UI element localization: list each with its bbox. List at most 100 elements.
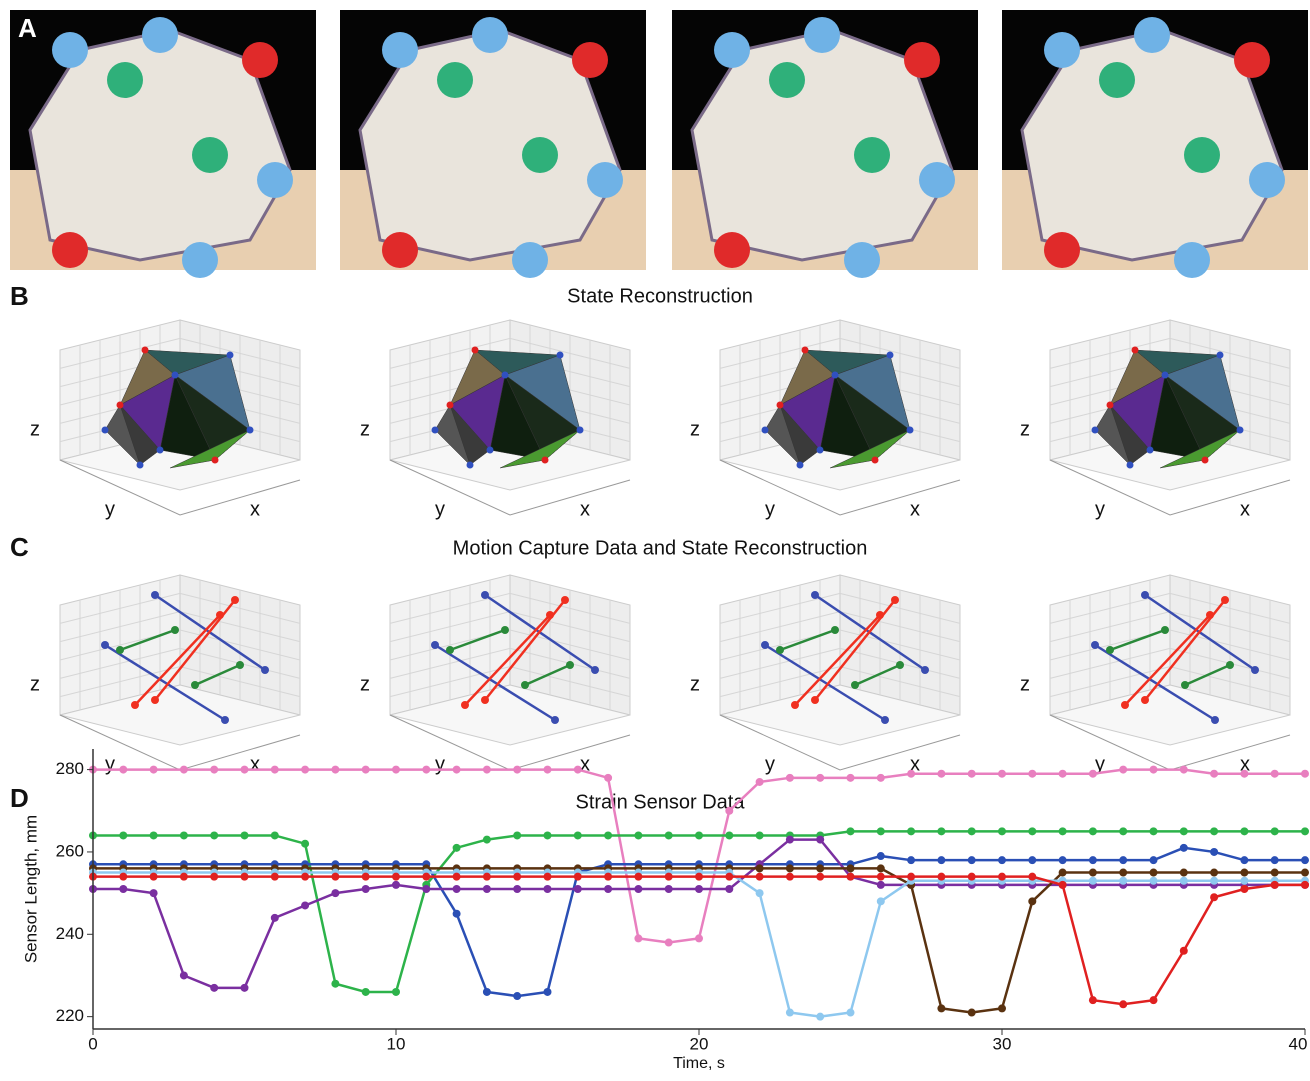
- marker: [461, 701, 469, 709]
- panel-title: State Reconstruction: [567, 285, 753, 307]
- data-point: [392, 881, 400, 889]
- data-point: [1180, 844, 1188, 852]
- panel-title: Motion Capture Data and State Reconstruc…: [453, 537, 868, 559]
- vertex: [907, 427, 914, 434]
- marker: [431, 641, 439, 649]
- data-point: [544, 988, 552, 996]
- panel-label: C: [10, 532, 29, 562]
- robot-node: [142, 17, 178, 53]
- robot-node: [107, 62, 143, 98]
- axis-label: z: [1020, 673, 1030, 695]
- vertex: [227, 352, 234, 359]
- vertex: [762, 427, 769, 434]
- data-point: [301, 766, 309, 774]
- data-point: [695, 873, 703, 881]
- data-point: [937, 770, 945, 778]
- robot-node: [182, 242, 218, 278]
- data-point: [998, 827, 1006, 835]
- data-point: [1089, 996, 1097, 1004]
- plot-3d: zyx: [1020, 320, 1290, 520]
- axis-label: x: [1240, 498, 1250, 520]
- data-point: [968, 1009, 976, 1017]
- data-point: [604, 885, 612, 893]
- marker: [851, 681, 859, 689]
- data-point: [725, 873, 733, 881]
- marker: [1206, 611, 1214, 619]
- vertex: [832, 372, 839, 379]
- data-point: [877, 881, 885, 889]
- data-point: [998, 873, 1006, 881]
- data-point: [210, 831, 218, 839]
- marker: [101, 641, 109, 649]
- data-point: [1150, 996, 1158, 1004]
- data-point: [1240, 827, 1248, 835]
- data-point: [1180, 877, 1188, 885]
- plot-3d: zyx: [1020, 575, 1290, 775]
- data-point: [422, 766, 430, 774]
- data-point: [301, 873, 309, 881]
- data-point: [816, 864, 824, 872]
- vertex: [432, 427, 439, 434]
- marker: [521, 681, 529, 689]
- marker: [921, 666, 929, 674]
- vertex: [1132, 347, 1139, 354]
- data-point: [483, 836, 491, 844]
- data-point: [392, 988, 400, 996]
- vertex: [887, 352, 894, 359]
- data-point: [1028, 827, 1036, 835]
- vertex: [447, 402, 454, 409]
- marker: [876, 611, 884, 619]
- data-point: [937, 1004, 945, 1012]
- marker: [546, 611, 554, 619]
- data-point: [574, 873, 582, 881]
- data-point: [847, 774, 855, 782]
- data-point: [1301, 869, 1309, 877]
- marker: [566, 661, 574, 669]
- data-point: [968, 827, 976, 835]
- marker: [151, 591, 159, 599]
- vertex: [502, 372, 509, 379]
- figure: zyxzyxzyxzyxzyxzyxzyxzyxStrain Sensor Da…: [0, 0, 1310, 1076]
- data-point: [331, 766, 339, 774]
- vertex: [172, 372, 179, 379]
- vertex: [142, 347, 149, 354]
- data-point: [1089, 877, 1097, 885]
- axis-label: z: [360, 673, 370, 695]
- data-point: [1301, 770, 1309, 778]
- data-point: [756, 873, 764, 881]
- y-tick-label: 240: [56, 924, 84, 943]
- marker: [881, 716, 889, 724]
- data-point: [331, 873, 339, 881]
- marker: [261, 666, 269, 674]
- data-point: [877, 827, 885, 835]
- marker: [1141, 591, 1149, 599]
- data-point: [756, 831, 764, 839]
- robot-node: [769, 62, 805, 98]
- data-point: [483, 885, 491, 893]
- series-line: [93, 873, 1305, 1017]
- robot-node: [1044, 232, 1080, 268]
- data-point: [907, 873, 915, 881]
- data-point: [1210, 770, 1218, 778]
- data-point: [1028, 897, 1036, 905]
- page: zyxzyxzyxzyxzyxzyxzyxzyxStrain Sensor Da…: [0, 0, 1310, 1081]
- marker: [891, 596, 899, 604]
- x-tick-label: 10: [387, 1034, 406, 1053]
- data-point: [241, 831, 249, 839]
- marker: [1251, 666, 1259, 674]
- robot-node: [587, 162, 623, 198]
- robot-node: [472, 17, 508, 53]
- vertex: [467, 462, 474, 469]
- data-point: [150, 831, 158, 839]
- data-point: [513, 831, 521, 839]
- data-point: [1089, 869, 1097, 877]
- x-tick-label: 40: [1289, 1034, 1308, 1053]
- photo: [340, 10, 646, 278]
- axis-label: z: [30, 418, 40, 440]
- data-point: [1059, 856, 1067, 864]
- marker: [561, 596, 569, 604]
- data-point: [1150, 827, 1158, 835]
- data-point: [634, 873, 642, 881]
- robot-node: [1099, 62, 1135, 98]
- data-point: [1059, 770, 1067, 778]
